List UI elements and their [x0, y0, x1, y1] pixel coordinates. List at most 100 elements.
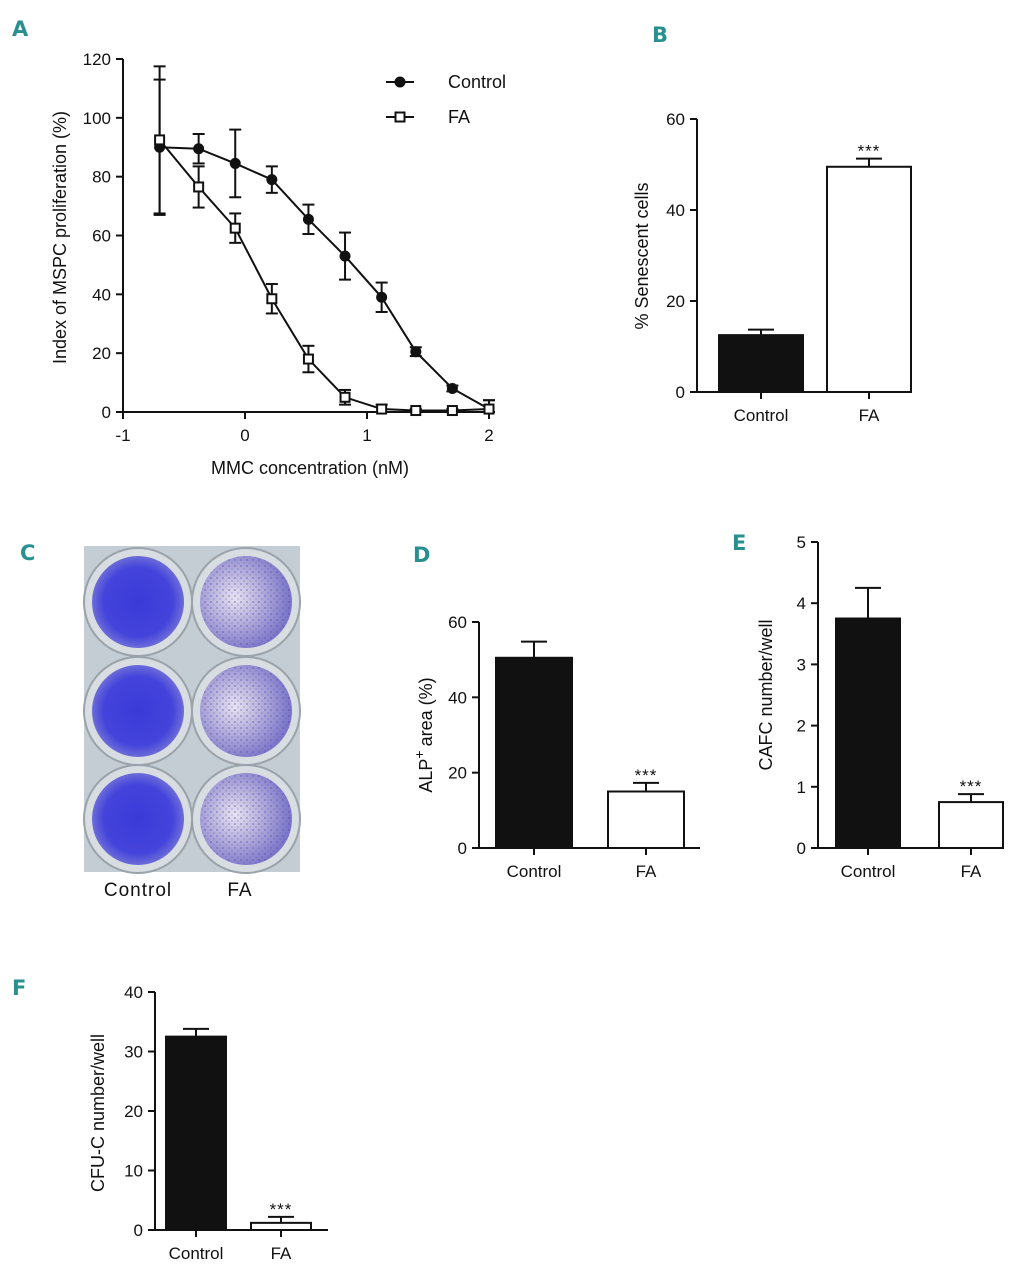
well-control-3 [83, 764, 193, 874]
e-x-tick-label: Control [841, 862, 896, 881]
photo-label-fa: FA [227, 880, 252, 901]
b-y-axis-title: % Senescent cells [632, 182, 652, 329]
f-x-tick-label: Control [169, 1244, 224, 1263]
panel-letter-d: D [413, 543, 430, 567]
d-bar-fa [607, 790, 685, 849]
d-y-axis-title-rest: area (%) [416, 677, 436, 746]
f-y-tick-label: 30 [124, 1043, 143, 1062]
a-point-fa [339, 391, 351, 403]
d-y-tick-label: 20 [448, 764, 467, 783]
d-y-tick-label: 60 [448, 613, 467, 632]
a-x-tick-label: 1 [362, 426, 371, 445]
f-x-tick-label: FA [271, 1244, 292, 1263]
e-significance-mark: *** [960, 777, 983, 796]
e-bar-control [835, 617, 901, 849]
a-y-tick-label: 0 [102, 403, 111, 422]
a-point-fa [483, 403, 495, 415]
b-y-tick-label: 0 [676, 383, 685, 402]
a-y-tick-label: 120 [83, 50, 111, 69]
a-point-control [446, 382, 458, 394]
a-x-axis-title: MMC concentration (nM) [211, 458, 409, 478]
a-y-tick-label: 80 [92, 168, 111, 187]
d-y-tick-label: 0 [458, 839, 467, 858]
f-y-tick-label: 0 [134, 1221, 143, 1240]
a-legend-marker-fa [394, 111, 406, 123]
e-y-tick-label: 4 [797, 594, 806, 613]
a-point-fa [446, 405, 458, 417]
b-x-tick-label: Control [734, 406, 789, 425]
b-significance-mark: *** [858, 142, 881, 161]
d-x-tick-label: FA [636, 862, 657, 881]
panel-letter-b: B [652, 23, 668, 47]
chart-f-cfuc-number: 0 10 20 30 40 Control FA *** CFU-C number/well [88, 983, 328, 1263]
b-bar-fa [826, 165, 912, 393]
f-y-tick-label: 40 [124, 983, 143, 1002]
d-y-axis-title: ALP+ area (%) [411, 677, 436, 792]
a-point-control [410, 346, 422, 358]
a-y-tick-label: 20 [92, 344, 111, 363]
a-x-tick-label: 2 [484, 426, 493, 445]
a-x-tick-label: -1 [115, 426, 130, 445]
a-point-control [193, 143, 205, 155]
a-legend-label: Control [448, 72, 506, 92]
b-x-tick-label: FA [859, 406, 880, 425]
f-y-axis-title: CFU-C number/well [88, 1034, 108, 1192]
e-x-tick-label: FA [961, 862, 982, 881]
e-y-tick-label: 5 [797, 533, 806, 552]
b-y-tick-label: 40 [666, 201, 685, 220]
a-y-tick-label: 40 [92, 285, 111, 304]
d-bar-control [495, 656, 573, 849]
a-point-fa [410, 405, 422, 417]
f-bar-fa [250, 1221, 312, 1231]
a-point-fa [266, 293, 278, 305]
f-significance-mark: *** [270, 1200, 293, 1219]
photo-label-control: Control [104, 880, 172, 901]
well-fa-2 [191, 656, 301, 766]
e-y-tick-label: 1 [797, 778, 806, 797]
chart-d-alp-area: 0 20 40 60 Control FA *** ALP+ area (%) [411, 613, 700, 881]
panel-letter-a: A [12, 17, 29, 41]
panel-c-well-plate-photo: Control FA [83, 546, 301, 901]
chart-b-senescent-cells: 0 20 40 60 Control FA *** % Senescent cells [632, 110, 912, 425]
a-point-control [339, 250, 351, 262]
e-y-axis-title: CAFC number/well [756, 619, 776, 770]
e-y-tick-label: 2 [797, 717, 806, 736]
f-y-tick-label: 20 [124, 1102, 143, 1121]
b-y-tick-label: 20 [666, 292, 685, 311]
well-fa-3 [191, 764, 301, 874]
b-bar-control [718, 334, 804, 393]
f-bar-control [165, 1035, 227, 1231]
well-control-2 [83, 656, 193, 766]
well-control-1 [83, 547, 193, 657]
d-significance-mark: *** [635, 766, 658, 785]
d-y-tick-label: 40 [448, 688, 467, 707]
a-point-fa [154, 134, 166, 146]
e-y-tick-label: 3 [797, 655, 806, 674]
b-y-tick-label: 60 [666, 110, 685, 129]
well-fa-1 [191, 547, 301, 657]
a-y-tick-label: 60 [92, 227, 111, 246]
d-x-tick-label: Control [507, 862, 562, 881]
a-legend-marker-control [394, 76, 406, 88]
a-point-fa [193, 181, 205, 193]
d-y-axis-title-sup: + [411, 750, 427, 758]
panel-letter-f: F [12, 976, 26, 1000]
chart-e-cafc-number: 0 1 2 3 4 5 Control FA *** CAFC number/well [756, 533, 1004, 881]
a-point-control [302, 213, 314, 225]
a-x-tick-label: 0 [240, 426, 249, 445]
f-y-tick-label: 10 [124, 1162, 143, 1181]
a-point-control [376, 291, 388, 303]
a-point-fa [302, 353, 314, 365]
a-point-fa [376, 403, 388, 415]
panel-letter-e: E [732, 531, 746, 555]
a-series-line-fa [158, 139, 490, 412]
a-point-control [229, 157, 241, 169]
e-bar-fa [938, 801, 1004, 849]
a-y-tick-label: 100 [83, 109, 111, 128]
e-y-tick-label: 0 [797, 839, 806, 858]
a-point-fa [229, 222, 241, 234]
a-series-line-control [159, 146, 490, 410]
a-point-control [266, 174, 278, 186]
